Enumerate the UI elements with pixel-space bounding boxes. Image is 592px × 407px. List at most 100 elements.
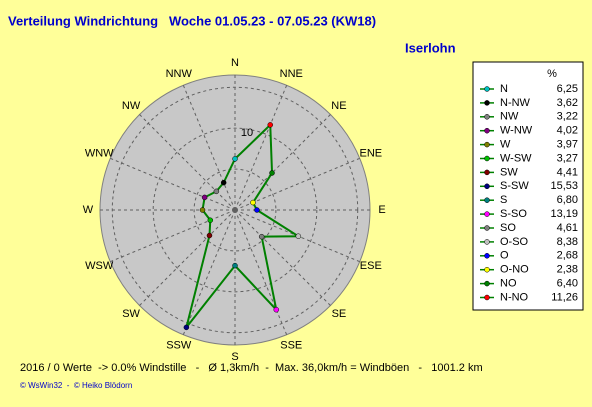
legend-label: O-SO xyxy=(500,236,529,248)
spoke xyxy=(110,157,236,211)
chart-title: Verteilung Windrichtung Woche 01.05.23 -… xyxy=(8,13,376,28)
grid-ring xyxy=(193,168,277,252)
marker xyxy=(295,233,302,239)
marker xyxy=(232,262,238,269)
legend-label: N-NO xyxy=(500,291,529,303)
legend-value: 4,02 xyxy=(557,125,578,137)
legend-value: 6,25 xyxy=(557,83,578,95)
marker xyxy=(220,179,227,186)
spoke xyxy=(234,209,331,306)
legend-value: 4,41 xyxy=(557,166,578,178)
marker xyxy=(206,232,213,239)
marker xyxy=(269,170,275,176)
direction-label: SE xyxy=(332,308,347,320)
direction-label: NE xyxy=(331,100,346,112)
legend-marker xyxy=(484,183,490,190)
marker xyxy=(183,324,190,331)
marker xyxy=(254,207,260,213)
legend-marker xyxy=(484,266,490,273)
r-tick-label: 10 xyxy=(241,127,253,139)
legend-value: 2,68 xyxy=(557,250,578,262)
spoke xyxy=(182,209,236,335)
legend-value: 15,53 xyxy=(550,180,578,192)
legend-value: 3,62 xyxy=(557,97,578,109)
marker xyxy=(201,194,208,201)
legend-label: NW xyxy=(500,111,519,123)
legend-label: N xyxy=(500,83,508,95)
chart-subtitle: Iserlohn xyxy=(405,40,456,55)
direction-label: E xyxy=(378,204,385,216)
legend-marker xyxy=(484,127,490,134)
spoke xyxy=(139,209,236,306)
legend-value: 13,19 xyxy=(550,208,578,220)
legend-marker xyxy=(484,169,490,176)
legend-value: 2,38 xyxy=(557,264,578,276)
legend-value: 3,27 xyxy=(557,152,578,164)
credits: © WsWin32 - © Heiko Blödorn xyxy=(20,381,132,390)
legend-label: NO xyxy=(500,278,517,290)
direction-label: ENE xyxy=(359,148,382,160)
spoke xyxy=(110,209,236,263)
spoke xyxy=(234,209,288,335)
marker xyxy=(267,122,274,128)
grid-ring xyxy=(152,127,318,293)
legend-marker xyxy=(484,239,490,245)
legend-header: % xyxy=(547,68,557,80)
legend-label: W xyxy=(500,139,511,151)
legend-value: 3,97 xyxy=(557,139,578,151)
marker xyxy=(199,207,206,213)
legend-label: SW xyxy=(500,166,518,178)
marker xyxy=(258,233,265,240)
marker xyxy=(232,156,238,162)
legend-label: W-NW xyxy=(500,125,533,137)
legend-marker xyxy=(484,197,490,203)
direction-label: ESE xyxy=(360,260,382,272)
direction-label: WSW xyxy=(85,260,114,272)
direction-label: NW xyxy=(122,100,141,112)
legend-label: N-NW xyxy=(500,97,531,109)
direction-label: SW xyxy=(122,308,140,320)
spoke xyxy=(182,85,236,211)
legend-marker xyxy=(484,225,490,231)
direction-label: S xyxy=(231,351,238,363)
legend-marker xyxy=(484,280,490,287)
spoke xyxy=(139,114,236,211)
legend-label: O xyxy=(500,250,509,262)
legend-label: S xyxy=(500,194,507,206)
direction-label: NNE xyxy=(280,68,303,80)
legend-value: 11,26 xyxy=(551,291,578,303)
legend-marker xyxy=(484,100,490,106)
marker xyxy=(207,217,214,223)
legend-value: 6,80 xyxy=(557,194,578,206)
legend-marker xyxy=(484,253,490,259)
direction-label: W xyxy=(83,204,94,216)
direction-label: SSW xyxy=(166,340,192,352)
legend-label: W-SW xyxy=(500,152,532,164)
marker xyxy=(213,188,220,195)
legend-marker xyxy=(484,86,490,92)
legend-value: 8,38 xyxy=(557,236,578,248)
legend-label: SO xyxy=(500,222,516,234)
marker xyxy=(250,199,256,206)
direction-label: N xyxy=(231,57,239,69)
legend-marker xyxy=(484,114,490,120)
legend-label: S-SW xyxy=(500,180,529,192)
footer: 2016 / 0 Werte -> 0.0% Windstille - Ø 1,… xyxy=(20,362,483,374)
legend-label: O-NO xyxy=(500,264,529,276)
legend-marker xyxy=(484,211,490,217)
legend-marker xyxy=(484,155,490,162)
legend-value: 3,22 xyxy=(557,111,578,123)
direction-label: WNW xyxy=(85,148,114,160)
spoke xyxy=(234,114,331,211)
spoke xyxy=(234,85,288,211)
marker xyxy=(273,306,280,313)
spoke xyxy=(234,157,360,211)
legend-marker xyxy=(484,294,490,301)
legend-label: S-SO xyxy=(500,208,527,220)
direction-label: NNW xyxy=(166,68,193,80)
legend-value: 4,61 xyxy=(557,222,578,234)
direction-label: SSE xyxy=(280,340,302,352)
legend-value: 6,40 xyxy=(557,278,578,290)
legend-marker xyxy=(484,141,490,148)
